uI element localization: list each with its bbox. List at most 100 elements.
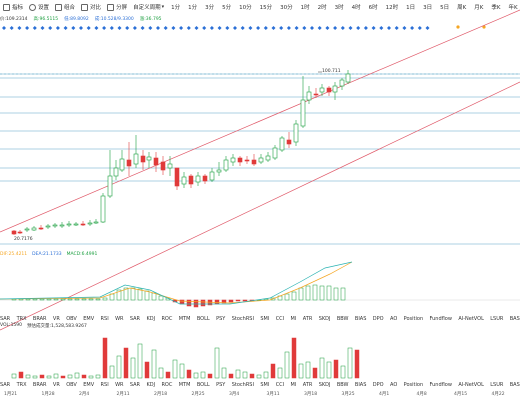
candle-body (251, 159, 257, 165)
indicator-tab[interactable]: LSUR (490, 381, 504, 388)
indicator-tab[interactable]: ROC (161, 315, 173, 322)
indicator-tab[interactable]: Position (403, 381, 424, 388)
indicator-tab[interactable]: StochRSI (231, 381, 254, 388)
indicator-tab[interactable]: BOLL (196, 315, 210, 322)
indicator-tab[interactable]: SAR (0, 315, 11, 322)
indicator-tab[interactable]: MI (290, 315, 297, 322)
indicator-tab[interactable]: CCI (275, 315, 285, 322)
indicator-tab[interactable]: AI-NetVOL (458, 315, 484, 322)
low-price-label: 20.7176 (14, 236, 33, 242)
indicator-tab[interactable]: SAR (0, 381, 11, 388)
indicator-tab[interactable]: BRAR (32, 381, 47, 388)
indicator-tab[interactable]: AI-NetVOL (458, 381, 484, 388)
period-tab[interactable]: 5分 (222, 5, 232, 11)
indicator-tab[interactable]: BIAS (354, 315, 367, 322)
indicator-tab[interactable]: MI (290, 381, 297, 388)
macd-bar (158, 295, 164, 301)
indicator-tab[interactable]: Position (403, 315, 424, 322)
settings-button[interactable]: 设置 (26, 0, 52, 14)
indicator-tab[interactable]: BASIS (509, 315, 520, 322)
period-tab[interactable]: 3时 (334, 5, 344, 11)
period-tab[interactable]: 周K (457, 5, 467, 11)
indicator-tab[interactable]: Fundflow (429, 315, 452, 322)
candle-body (140, 155, 146, 163)
period-tab[interactable]: 10分 (239, 5, 252, 11)
indicator-tab[interactable]: MTM (178, 381, 191, 388)
split-button[interactable]: 分屏 (104, 0, 130, 14)
indicator-tab[interactable]: BBW (336, 381, 349, 388)
indicator-button[interactable]: 指标 (0, 0, 26, 14)
indicator-tab[interactable]: SAR (129, 315, 141, 322)
period-tab[interactable]: 12时 (385, 5, 399, 11)
compare-button[interactable]: 对比 (78, 0, 104, 14)
diamond-marker (279, 26, 284, 30)
custom-period-dropdown[interactable]: 自定义周期 (130, 0, 167, 14)
indicator-tab[interactable]: BRAR (32, 315, 47, 322)
indicator-tab[interactable]: DPO (372, 315, 384, 322)
indicator-tab[interactable]: TRX (16, 381, 27, 388)
indicator-tab[interactable]: StochRSI (231, 315, 254, 322)
indicator-tab[interactable]: OBV (66, 381, 77, 388)
indicator-tab[interactable]: SAR (129, 381, 141, 388)
candle-body (202, 175, 208, 182)
period-tab[interactable]: 1日 (406, 5, 416, 11)
indicator-tab[interactable]: AO (389, 315, 398, 322)
indicator-tab[interactable]: Fundflow (429, 381, 452, 388)
indicator-tab[interactable]: ATR (302, 315, 313, 322)
volume-bar (144, 361, 150, 379)
volume-bar (172, 359, 178, 379)
period-tab[interactable]: 1分 (188, 5, 198, 11)
indicator-tab[interactable]: BASIS (509, 381, 520, 388)
indicator-tab[interactable]: DPO (372, 381, 384, 388)
indicator-tab[interactable]: KDJ (146, 381, 156, 388)
indicator-tab[interactable]: PSY (216, 315, 226, 322)
period-tab[interactable]: 15分 (259, 5, 273, 11)
indicator-tab[interactable]: AO (389, 381, 398, 388)
overlay-button[interactable]: 组合 (52, 0, 78, 14)
indicator-tab[interactable]: RSI (100, 315, 109, 322)
indicator-tab[interactable]: SMI (260, 315, 270, 322)
period-tab[interactable]: 年K (508, 5, 518, 11)
macd-bar (200, 299, 206, 307)
indicator-tab[interactable]: LSUR (490, 315, 504, 322)
indicator-tab[interactable]: BIAS (354, 381, 367, 388)
period-tab[interactable]: 4时 (351, 5, 361, 11)
indicator-tab[interactable]: CCI (275, 381, 285, 388)
indicator-tab[interactable]: KDJ (146, 315, 156, 322)
indicator-tab[interactable]: BBW (336, 315, 349, 322)
indicator-tab[interactable]: WR (115, 381, 124, 388)
period-tab[interactable]: 3日 (423, 5, 433, 11)
indicator-tab[interactable]: ROC (161, 381, 173, 388)
indicator-tab[interactable]: SMI (260, 381, 270, 388)
overlay-label: 组合 (64, 5, 76, 11)
indicator-tab[interactable]: TRX (16, 315, 27, 322)
indicator-tab[interactable]: PSY (216, 381, 226, 388)
indicator-tab[interactable]: OBV (66, 315, 77, 322)
indicator-tab[interactable]: VR (52, 315, 60, 322)
legend-item: 低:89.8092 (64, 17, 89, 22)
period-tab[interactable]: 2时 (317, 5, 327, 11)
legend-item: 高:96.5115 (33, 17, 59, 22)
legend-item: 预估成交量:1,528,583.9267 (27, 324, 87, 329)
period-tab[interactable]: 1时 (300, 5, 310, 11)
indicator-tab[interactable]: ATR (302, 381, 313, 388)
indicator-tab[interactable]: WR (115, 315, 124, 322)
period-tab[interactable]: 30分 (280, 5, 293, 11)
indicator-tab[interactable]: EMV (83, 315, 95, 322)
indicator-tab[interactable]: MTM (178, 315, 191, 322)
indicator-tab[interactable]: RSI (100, 381, 109, 388)
period-tab[interactable]: 月K (474, 5, 484, 11)
indicator-tab[interactable]: EMV (83, 381, 95, 388)
indicator-tab[interactable]: BOLL (196, 381, 210, 388)
period-tab[interactable]: 1分 (171, 5, 181, 11)
period-tab[interactable]: 3分 (205, 5, 215, 11)
diamond-marker (394, 26, 399, 30)
volume-bar (242, 371, 248, 379)
indicator-tab[interactable]: VR (52, 381, 60, 388)
period-tab[interactable]: 季K (491, 5, 501, 11)
indicator-tab[interactable]: SKDJ (318, 315, 331, 322)
period-tab[interactable]: 5日 (440, 5, 450, 11)
period-tab[interactable]: 6时 (368, 5, 378, 11)
indicator-tab[interactable]: SKDJ (318, 381, 331, 388)
